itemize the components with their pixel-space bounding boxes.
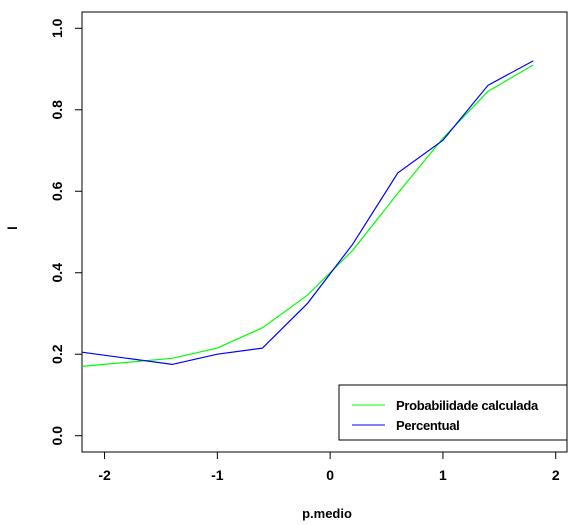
x-tick-label: 0	[326, 467, 334, 483]
series-line-percentual	[81, 60, 534, 366]
legend-label-percentual: Percentual	[396, 418, 459, 433]
x-tick-label: 1	[439, 467, 447, 483]
y-axis: 0.0 0.2 0.4 0.6 0.8 1.0	[49, 18, 82, 445]
x-axis-title: p.medio	[302, 506, 352, 521]
y-tick-label: 0.6	[49, 181, 65, 201]
plot-frame	[81, 11, 568, 453]
y-tick-label: 0.2	[49, 344, 65, 364]
x-axis: -2 -1 0 1 2	[98, 452, 560, 483]
series-line-probabilidade	[81, 64, 534, 367]
y-tick-label: 0.4	[49, 263, 65, 283]
x-tick-label: 2	[552, 467, 560, 483]
y-tick-label: 0.0	[49, 426, 65, 446]
y-tick-label: 1.0	[49, 18, 65, 38]
y-tick-label: 0.8	[49, 100, 65, 120]
y-axis-title: l	[5, 226, 20, 230]
legend-label-probabilidade: Probabilidade calculada	[396, 398, 539, 413]
x-tick-label: -2	[98, 467, 111, 483]
legend: Probabilidade calculada Percentual	[338, 384, 568, 441]
legend-box	[338, 384, 568, 441]
series-layer	[81, 60, 534, 367]
x-tick-label: -1	[211, 467, 224, 483]
